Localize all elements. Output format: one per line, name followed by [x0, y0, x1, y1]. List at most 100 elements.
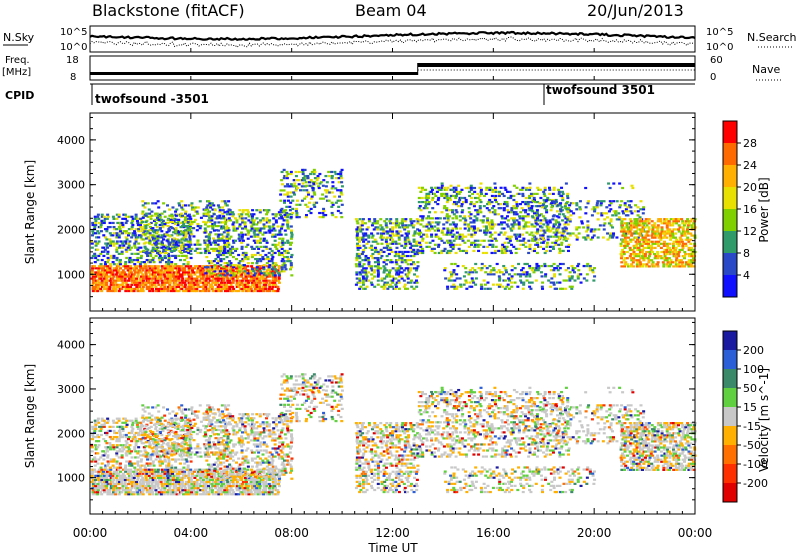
- power-cell: [180, 283, 184, 286]
- power-cell: [166, 247, 170, 250]
- velocity-cell: [154, 480, 158, 484]
- power-cell: [657, 240, 661, 243]
- power-cell: [222, 253, 226, 257]
- power-cell: [537, 219, 541, 222]
- power-cell: [240, 237, 244, 240]
- power-cell: [115, 213, 119, 216]
- power-cell: [282, 219, 286, 222]
- power-cell: [286, 199, 290, 202]
- power-cell: [259, 245, 263, 248]
- velocity-cell: [169, 470, 173, 473]
- power-cell: [133, 217, 137, 220]
- power-cell: [413, 273, 417, 276]
- power-cell: [494, 200, 498, 204]
- power-cell: [146, 254, 150, 258]
- power-cell: [563, 223, 567, 226]
- power-cell: [385, 246, 389, 249]
- power-cell: [290, 233, 294, 236]
- power-cell: [216, 262, 220, 265]
- noise-tick-left-top: 10^5: [60, 27, 87, 38]
- power-cell: [220, 283, 224, 286]
- power-cell: [440, 182, 444, 185]
- power-cell: [226, 239, 230, 242]
- power-cell: [163, 235, 167, 238]
- power-cell: [181, 273, 185, 276]
- velocity-cell: [106, 472, 110, 475]
- power-cell: [397, 267, 401, 270]
- power-cell: [495, 271, 499, 274]
- power-cell: [445, 188, 449, 191]
- power-cell: [145, 212, 149, 215]
- power-cell: [646, 234, 650, 237]
- power-cell: [677, 240, 681, 243]
- power-cell: [280, 183, 284, 186]
- power-cell: [614, 210, 618, 213]
- velocity-cell: [100, 468, 104, 471]
- power-cell: [289, 243, 293, 246]
- power-cell: [311, 189, 315, 192]
- power-cell: [577, 232, 581, 235]
- power-cell: [148, 267, 152, 270]
- power-cell: [214, 289, 218, 293]
- power-cell: [256, 260, 260, 263]
- velocity-cell: [145, 480, 149, 484]
- power-cell: [665, 222, 669, 225]
- power-cell: [131, 223, 135, 227]
- power-cell: [504, 188, 508, 191]
- power-cell: [183, 267, 187, 270]
- power-cell: [397, 236, 401, 239]
- velocity-cell: [150, 489, 154, 492]
- power-cell: [151, 248, 155, 251]
- power-cell: [671, 234, 675, 237]
- power-cell: [184, 287, 188, 291]
- power-cell: [391, 228, 395, 231]
- power-cell: [425, 245, 429, 248]
- power-cell: [675, 242, 679, 245]
- power-cell: [665, 257, 669, 260]
- power-cell: [196, 283, 200, 286]
- power-cell: [111, 215, 115, 218]
- power-cell: [224, 218, 228, 221]
- power-cell: [526, 213, 530, 216]
- power-cell: [132, 275, 136, 278]
- power-cell: [198, 247, 202, 250]
- power-cell: [189, 265, 193, 268]
- power-cell: [361, 238, 365, 241]
- power-cell: [308, 184, 312, 187]
- power-cell: [497, 194, 501, 198]
- power-cell: [281, 237, 285, 240]
- velocity-cell: [153, 484, 157, 488]
- power-cell: [97, 267, 101, 270]
- power-cell: [449, 275, 453, 278]
- power-cell: [209, 206, 213, 209]
- power-cell: [400, 220, 404, 223]
- power-cell: [164, 248, 168, 251]
- velocity-cell: [171, 489, 175, 492]
- power-cell: [271, 251, 275, 255]
- velocity-cell: [100, 472, 104, 475]
- power-cell: [403, 246, 407, 249]
- power-cell: [283, 199, 287, 202]
- power-cell: [439, 237, 443, 240]
- power-cell: [639, 228, 643, 231]
- power-cell: [618, 182, 622, 185]
- power-cell: [579, 281, 583, 284]
- velocity-cell: [169, 472, 173, 475]
- power-cell: [198, 243, 202, 246]
- power-cell: [535, 230, 539, 233]
- power-cell: [528, 196, 532, 200]
- power-cell: [180, 241, 184, 244]
- power-cell: [288, 260, 292, 263]
- velocity-cell: [94, 474, 98, 477]
- power-cell: [223, 241, 227, 244]
- power-cell: [419, 243, 423, 246]
- power-cell: [250, 281, 254, 284]
- power-cell: [528, 273, 532, 276]
- power-cell: [252, 239, 256, 242]
- power-cell: [451, 245, 455, 248]
- power-cell: [485, 267, 489, 270]
- power-cell: [144, 237, 148, 240]
- power-cell: [565, 208, 569, 211]
- power-cell: [262, 289, 266, 293]
- power-cell: [218, 270, 222, 273]
